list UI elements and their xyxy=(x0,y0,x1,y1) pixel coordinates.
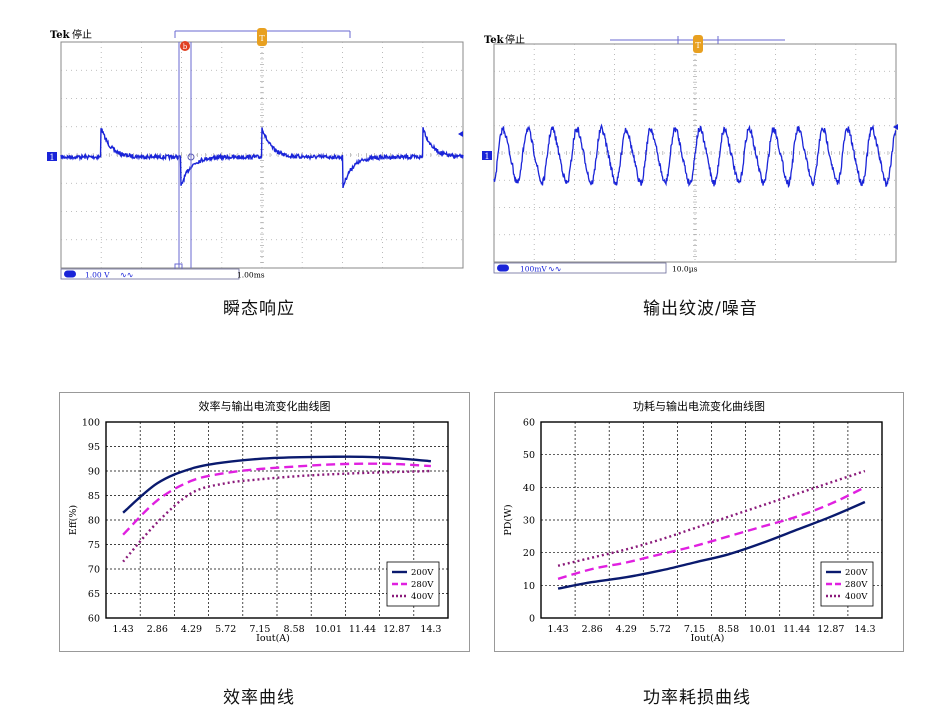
y-tick-label: 20 xyxy=(523,548,535,559)
series-280v-line xyxy=(122,462,431,536)
bandwidth-icon: ∿∿ xyxy=(548,265,561,274)
series-200v-line xyxy=(122,455,432,514)
y-tick-label: 90 xyxy=(88,467,100,478)
channel-1-badge xyxy=(64,270,76,278)
x-tick-label: 8.58 xyxy=(284,624,305,635)
scope2-screen: Tek 停止 T 1 100mV ∿∿ 10.0µs xyxy=(482,33,898,274)
legend-label: 400V xyxy=(411,592,434,602)
scope2-brand: Tek xyxy=(484,35,505,46)
legend-label: 400V xyxy=(845,592,868,602)
series-400v-line xyxy=(122,469,431,563)
x-tick-label: 8.58 xyxy=(718,624,739,635)
trigger-position-icon[interactable] xyxy=(257,28,267,46)
caption-transient: 瞬态响应 xyxy=(223,299,295,319)
y-axis-label: Eff(%) xyxy=(68,505,79,535)
chart-title: 功耗与输出电流变化曲线图 xyxy=(633,399,765,413)
y-axis-label: PD(W) xyxy=(503,504,514,535)
channel-1-marker[interactable] xyxy=(47,152,57,161)
scope1-screen: Tek 停止 b T 1 1.00 V ∿∿ 1.00ms xyxy=(47,28,464,280)
scope2-channel-scale: 100mV xyxy=(520,265,547,274)
y-tick-label: 80 xyxy=(88,516,100,527)
caption-ripple: 输出纹波/噪音 xyxy=(643,299,758,319)
x-tick-label: 10.01 xyxy=(315,624,342,635)
y-tick-label: 0 xyxy=(529,614,535,625)
transient-trace xyxy=(60,127,464,189)
x-tick-label: 1.43 xyxy=(113,624,134,635)
x-tick-label: 11.44 xyxy=(349,624,376,635)
x-tick-label: 11.44 xyxy=(783,624,810,635)
channel-1-marker[interactable] xyxy=(482,151,492,160)
x-tick-label: 5.72 xyxy=(215,624,236,635)
x-tick-label: 14.3 xyxy=(854,624,875,635)
cursor-b-label: b xyxy=(183,43,188,51)
caption-efficiency: 效率曲线 xyxy=(223,688,295,708)
legend-label: 280V xyxy=(845,580,868,590)
legend-label: 280V xyxy=(411,580,434,590)
trigger-position-icon[interactable] xyxy=(693,35,703,53)
series-200v-line xyxy=(557,500,866,590)
x-tick-label: 4.29 xyxy=(181,624,202,635)
x-tick-label: 12.87 xyxy=(383,624,410,635)
caption-power-loss: 功率耗损曲线 xyxy=(643,688,751,708)
scope2-status: 停止 xyxy=(505,33,525,46)
y-tick-label: 65 xyxy=(88,589,100,600)
x-axis-label: Iout(A) xyxy=(691,633,725,644)
x-tick-label: 4.29 xyxy=(616,624,637,635)
y-tick-label: 100 xyxy=(82,418,100,429)
scope1-brand: Tek xyxy=(50,30,71,41)
chart-title: 效率与输出电流变化曲线图 xyxy=(199,399,331,413)
efficiency-chart: 效率与输出电流变化曲线图 60 65 70 75 80 85 90 95 100 1.43 2.86 4… xyxy=(59,392,470,652)
x-tick-label: 14.3 xyxy=(420,624,441,635)
y-tick-label: 40 xyxy=(523,483,535,494)
trigger-level-icon xyxy=(893,124,898,130)
x-tick-label: 1.43 xyxy=(547,624,568,635)
x-tick-label: 2.86 xyxy=(147,624,168,635)
y-tick-label: 95 xyxy=(88,442,100,453)
scope1-channel-scale: 1.00 V xyxy=(85,271,110,280)
x-tick-label: 5.72 xyxy=(650,624,671,635)
ripple-trace xyxy=(493,123,897,189)
y-tick-label: 10 xyxy=(523,581,535,592)
y-tick-label: 50 xyxy=(523,450,535,461)
bandwidth-icon: ∿∿ xyxy=(120,271,133,280)
y-tick-label: 85 xyxy=(88,491,100,502)
channel-1-badge xyxy=(497,264,509,272)
x-axis-label: Iout(A) xyxy=(256,633,290,644)
scope1-timebase: 1.00ms xyxy=(237,271,265,280)
cursor-b-marker[interactable] xyxy=(180,41,190,51)
scope1-status: 停止 xyxy=(72,28,92,41)
legend-label: 200V xyxy=(845,568,868,578)
x-tick-label: 10.01 xyxy=(749,624,776,635)
x-tick-label: 12.87 xyxy=(817,624,844,635)
y-tick-label: 70 xyxy=(88,565,100,576)
x-tick-label: 7.15 xyxy=(249,624,270,635)
svg-text:T: T xyxy=(695,41,701,50)
svg-text:1: 1 xyxy=(49,153,54,162)
svg-text:1: 1 xyxy=(484,152,489,161)
y-tick-label: 60 xyxy=(523,418,535,429)
power-dissipation-chart: 功耗与输出电流变化曲线图 0 10 20 30 40 50 60 1.43 2.86 4.29 5.7… xyxy=(494,392,904,652)
y-tick-label: 30 xyxy=(523,516,535,527)
series-280v-line xyxy=(557,486,866,580)
x-tick-label: 7.15 xyxy=(684,624,705,635)
scope2-timebase: 10.0µs xyxy=(672,265,698,274)
legend-label: 200V xyxy=(411,568,434,578)
y-tick-label: 75 xyxy=(88,540,100,551)
x-tick-label: 2.86 xyxy=(582,624,603,635)
y-tick-label: 60 xyxy=(88,614,100,625)
svg-text:T: T xyxy=(259,34,265,43)
trigger-level-icon xyxy=(458,131,463,137)
